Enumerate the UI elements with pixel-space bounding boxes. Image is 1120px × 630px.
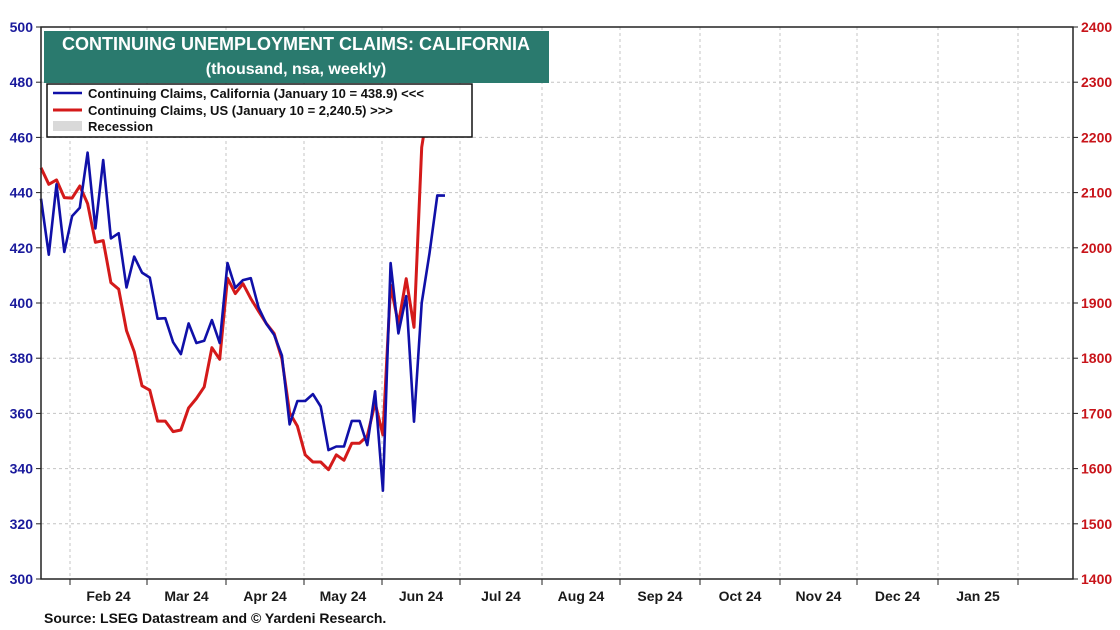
tick-label-x: Apr 24 — [243, 588, 287, 604]
tick-label-x: Jan 25 — [956, 588, 1000, 604]
tick-label-right: 2300 — [1081, 74, 1112, 90]
tick-label-x: Sep 24 — [637, 588, 682, 604]
tick-label-right: 1500 — [1081, 516, 1112, 532]
legend-swatch-recession — [53, 121, 82, 131]
chart-subtitle: (thousand, nsa, weekly) — [206, 61, 386, 78]
tick-label-x: May 24 — [320, 588, 367, 604]
tick-label-x: Feb 24 — [86, 588, 131, 604]
tick-label-left: 440 — [10, 185, 34, 201]
tick-label-left: 340 — [10, 461, 34, 477]
tick-label-right: 1900 — [1081, 295, 1112, 311]
tick-label-left: 400 — [10, 295, 34, 311]
tick-label-left: 320 — [10, 516, 34, 532]
right-axis: 1400 1500 1600 1700 1800 1900 2000 2100 2200 2300… — [1073, 19, 1112, 587]
left-axis: 300 320 340 360 380 400 420 440 460 480 500 — [10, 19, 41, 587]
tick-label-x: Nov 24 — [796, 588, 842, 604]
horizontal-gridlines — [41, 81, 1073, 525]
legend: Continuing Claims, California (January 1… — [46, 83, 473, 138]
chart-title: CONTINUING UNEMPLOYMENT CLAIMS: CALIFORN… — [62, 34, 530, 54]
legend-label-recession: Recession — [88, 119, 153, 134]
tick-label-left: 300 — [10, 571, 34, 587]
tick-label-left: 420 — [10, 240, 34, 256]
tick-label-left: 480 — [10, 74, 34, 90]
tick-label-right: 2400 — [1081, 19, 1112, 35]
tick-label-x: Oct 24 — [719, 588, 762, 604]
tick-label-right: 2100 — [1081, 185, 1112, 201]
tick-label-left: 380 — [10, 350, 34, 366]
series-line-california — [39, 151, 446, 493]
tick-label-left: 500 — [10, 19, 34, 35]
tick-label-right: 2200 — [1081, 129, 1112, 145]
legend-label-us: Continuing Claims, US (January 10 = 2,24… — [88, 103, 393, 118]
tick-label-x: Dec 24 — [875, 588, 920, 604]
legend-label-california: Continuing Claims, California (January 1… — [88, 86, 424, 101]
tick-label-left: 360 — [10, 405, 34, 421]
tick-label-left: 460 — [10, 129, 34, 145]
tick-label-x: Jul 24 — [481, 588, 521, 604]
x-axis: Feb 24 Mar 24 Apr 24 May 24 Jun 24 Jul 24 Aug … — [69, 579, 1019, 604]
tick-label-right: 1800 — [1081, 350, 1112, 366]
tick-label-right: 1700 — [1081, 405, 1112, 421]
source-note: Source: LSEG Datastream and © Yardeni Re… — [44, 610, 386, 626]
title-box: CONTINUING UNEMPLOYMENT CLAIMS: CALIFORN… — [44, 31, 549, 83]
tick-label-right: 2000 — [1081, 240, 1112, 256]
tick-label-x: Aug 24 — [558, 588, 605, 604]
tick-label-right: 1400 — [1081, 571, 1112, 587]
tick-label-right: 1600 — [1081, 461, 1112, 477]
tick-label-x: Mar 24 — [164, 588, 209, 604]
tick-label-x: Jun 24 — [399, 588, 444, 604]
